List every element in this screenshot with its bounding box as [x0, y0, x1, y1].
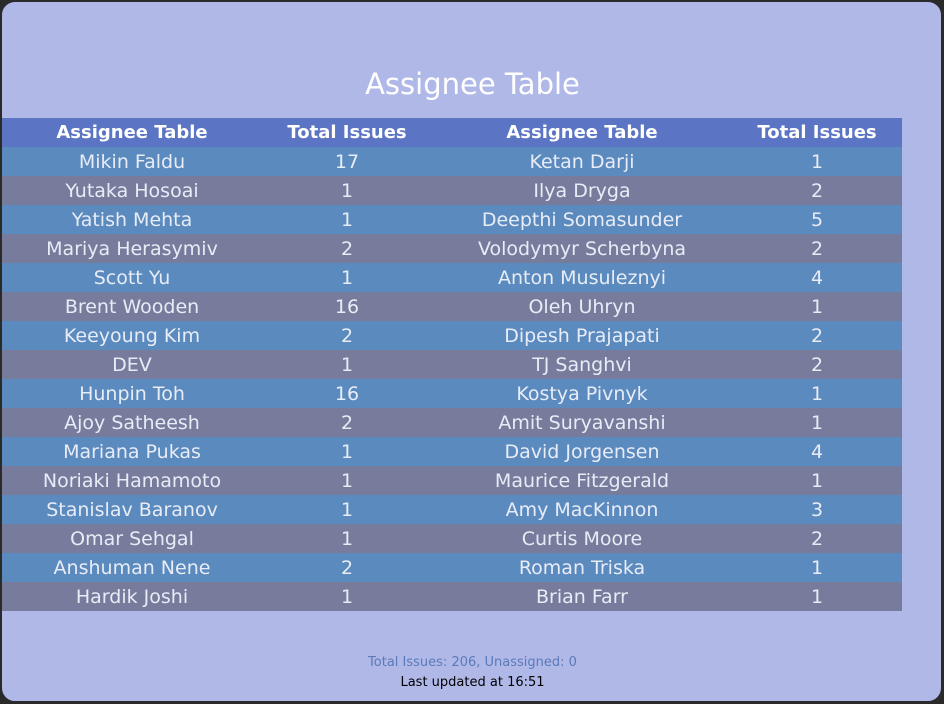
issue-count-cell: 17 — [262, 147, 432, 176]
table-row: Keeyoung Kim 2 Dipesh Prajapati 2 — [2, 321, 902, 350]
column-header-assignee-right[interactable]: Assignee Table — [432, 118, 732, 147]
table-body: Mikin Faldu 17 Ketan Darji 1 Yutaka Hosoai 1 I… — [2, 147, 902, 611]
assignee-name-cell: Deepthi Somasunder — [432, 205, 732, 234]
assignee-name-cell: Yutaka Hosoai — [2, 176, 262, 205]
assignee-name-cell: Oleh Uhryn — [432, 292, 732, 321]
assignee-name-cell: Mikin Faldu — [2, 147, 262, 176]
assignee-name-cell: Stanislav Baranov — [2, 495, 262, 524]
issue-count-cell: 1 — [732, 466, 902, 495]
assignee-name-cell: Roman Triska — [432, 553, 732, 582]
issue-count-cell: 1 — [732, 379, 902, 408]
table-row: Ajoy Satheesh 2 Amit Suryavanshi 1 — [2, 408, 902, 437]
issue-count-cell: 1 — [262, 582, 432, 611]
assignee-name-cell: TJ Sanghvi — [432, 350, 732, 379]
issue-count-cell: 1 — [262, 350, 432, 379]
issue-count-cell: 2 — [732, 176, 902, 205]
table-row: Yutaka Hosoai 1 Ilya Dryga 2 — [2, 176, 902, 205]
assignee-name-cell: David Jorgensen — [432, 437, 732, 466]
assignee-name-cell: Dipesh Prajapati — [432, 321, 732, 350]
assignee-name-cell: Keeyoung Kim — [2, 321, 262, 350]
assignee-name-cell: Maurice Fitzgerald — [432, 466, 732, 495]
assignee-name-cell: Omar Sehgal — [2, 524, 262, 553]
table-row: Mariya Herasymiv 2 Volodymyr Scherbyna 2 — [2, 234, 902, 263]
assignee-name-cell: Anton Musuleznyi — [432, 263, 732, 292]
assignee-name-cell: Hardik Joshi — [2, 582, 262, 611]
column-header-total-right[interactable]: Total Issues — [732, 118, 902, 147]
issue-count-cell: 2 — [262, 321, 432, 350]
assignee-name-cell: Scott Yu — [2, 263, 262, 292]
table-row: Brent Wooden 16 Oleh Uhryn 1 — [2, 292, 902, 321]
table-row: Anshuman Nene 2 Roman Triska 1 — [2, 553, 902, 582]
issue-count-cell: 2 — [262, 553, 432, 582]
assignee-name-cell: Noriaki Hamamoto — [2, 466, 262, 495]
last-updated: Last updated at 16:51 — [400, 675, 545, 690]
assignee-name-cell: Anshuman Nene — [2, 553, 262, 582]
assignee-name-cell: Amy MacKinnon — [432, 495, 732, 524]
assignee-table: Assignee Table Total Issues Assignee Tab… — [2, 118, 902, 611]
assignee-name-cell: Brent Wooden — [2, 292, 262, 321]
issue-count-cell: 1 — [732, 292, 902, 321]
issue-count-cell: 3 — [732, 495, 902, 524]
issue-count-cell: 1 — [262, 205, 432, 234]
table-row: Stanislav Baranov 1 Amy MacKinnon 3 — [2, 495, 902, 524]
issue-count-cell: 5 — [732, 205, 902, 234]
table-row: Noriaki Hamamoto 1 Maurice Fitzgerald 1 — [2, 466, 902, 495]
assignee-name-cell: Volodymyr Scherbyna — [432, 234, 732, 263]
table-row: Mariana Pukas 1 David Jorgensen 4 — [2, 437, 902, 466]
issue-count-cell: 1 — [262, 263, 432, 292]
column-header-total-left[interactable]: Total Issues — [262, 118, 432, 147]
assignee-name-cell: Kostya Pivnyk — [432, 379, 732, 408]
issue-count-cell: 1 — [732, 147, 902, 176]
table-row: DEV 1 TJ Sanghvi 2 — [2, 350, 902, 379]
table-header-row: Assignee Table Total Issues Assignee Tab… — [2, 118, 902, 147]
issue-count-cell: 2 — [732, 321, 902, 350]
issue-count-cell: 16 — [262, 292, 432, 321]
assignee-name-cell: Amit Suryavanshi — [432, 408, 732, 437]
table-row: Mikin Faldu 17 Ketan Darji 1 — [2, 147, 902, 176]
issue-count-cell: 1 — [262, 524, 432, 553]
issue-count-cell: 1 — [732, 408, 902, 437]
table-row: Hardik Joshi 1 Brian Farr 1 — [2, 582, 902, 611]
issue-count-cell: 4 — [732, 437, 902, 466]
issue-count-cell: 2 — [732, 524, 902, 553]
issue-count-cell: 1 — [732, 553, 902, 582]
issue-count-cell: 1 — [262, 437, 432, 466]
assignee-name-cell: Mariya Herasymiv — [2, 234, 262, 263]
issue-count-cell: 2 — [732, 234, 902, 263]
page-title: Assignee Table — [365, 67, 580, 101]
issues-summary: Total Issues: 206, Unassigned: 0 — [368, 655, 577, 670]
issue-count-cell: 16 — [262, 379, 432, 408]
assignee-name-cell: Hunpin Toh — [2, 379, 262, 408]
issue-count-cell: 1 — [262, 495, 432, 524]
assignee-name-cell: Ketan Darji — [432, 147, 732, 176]
issue-count-cell: 1 — [262, 176, 432, 205]
issue-count-cell: 4 — [732, 263, 902, 292]
table-row: Yatish Mehta 1 Deepthi Somasunder 5 — [2, 205, 902, 234]
issue-count-cell: 1 — [732, 582, 902, 611]
assignee-name-cell: Ilya Dryga — [432, 176, 732, 205]
column-header-assignee-left[interactable]: Assignee Table — [2, 118, 262, 147]
table-row: Omar Sehgal 1 Curtis Moore 2 — [2, 524, 902, 553]
assignee-name-cell: Curtis Moore — [432, 524, 732, 553]
table-row: Scott Yu 1 Anton Musuleznyi 4 — [2, 263, 902, 292]
assignee-name-cell: DEV — [2, 350, 262, 379]
assignee-name-cell: Ajoy Satheesh — [2, 408, 262, 437]
issue-count-cell: 1 — [262, 466, 432, 495]
issue-count-cell: 2 — [262, 234, 432, 263]
assignee-name-cell: Yatish Mehta — [2, 205, 262, 234]
table-row: Hunpin Toh 16 Kostya Pivnyk 1 — [2, 379, 902, 408]
assignee-name-cell: Brian Farr — [432, 582, 732, 611]
assignee-name-cell: Mariana Pukas — [2, 437, 262, 466]
issue-count-cell: 2 — [262, 408, 432, 437]
issue-count-cell: 2 — [732, 350, 902, 379]
